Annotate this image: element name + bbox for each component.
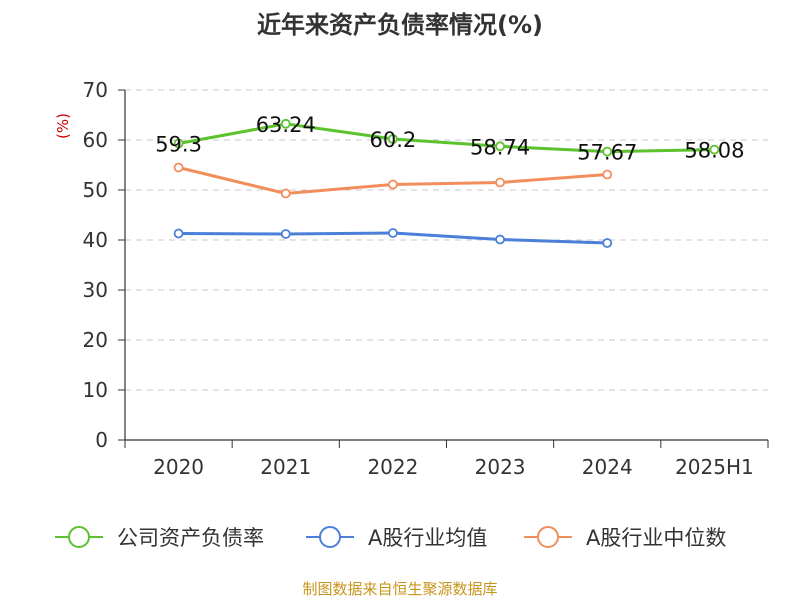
y-axis-unit-label: (%) [54, 113, 72, 139]
series-1-point-2024 [602, 238, 613, 248]
series-0-point-2025H1 [709, 144, 720, 155]
series-0-point-2020 [173, 138, 184, 149]
legend-label-1: A股行业均值 [368, 526, 487, 550]
grid-lines [125, 89, 768, 391]
series-0-point-2021 [280, 118, 291, 129]
data-label-2023: 58.74 [470, 135, 530, 159]
series-0-point-2023 [495, 141, 505, 152]
x-tick-label-2025H1: 2025H1 [675, 455, 754, 479]
legend-label-0: 公司资产负债率 [117, 526, 264, 550]
series-0-point-2022 [388, 134, 398, 144]
series-0-point-2024 [602, 146, 613, 157]
series-line-0 [178, 122, 715, 154]
series-2-point-2022 [388, 179, 398, 190]
data-labels: 59.3 63.24 60.2 58.74 57.67 58.08 [155, 113, 744, 165]
data-label-2022: 60.2 [370, 128, 417, 152]
series-1-point-2020 [173, 228, 184, 239]
chart-title: 近年来资产负债率情况(%) [257, 11, 543, 39]
series-group [173, 118, 720, 248]
series-1-point-2023 [495, 234, 505, 245]
x-tick-label-2020: 2020 [153, 455, 204, 479]
series-1-point-2021 [280, 229, 291, 239]
y-tick-label-50: 50 [83, 178, 108, 202]
series-2-point-2020 [173, 162, 184, 173]
data-label-2025H1: 58.08 [684, 139, 744, 163]
data-label-2024: 57.67 [577, 141, 637, 165]
x-tick-label-2022: 2022 [367, 455, 418, 479]
series-1-point-2022 [388, 228, 398, 238]
legend-marker-1 [319, 526, 341, 548]
y-tick-label-70: 70 [83, 78, 108, 102]
y-tick-label-0: 0 [95, 428, 108, 452]
series-2-point-2024 [602, 169, 613, 180]
x-tick-label-2024: 2024 [582, 455, 633, 479]
series-2-point-2021 [280, 188, 291, 199]
data-label-2021: 63.24 [256, 113, 316, 137]
y-tick-label-60: 60 [83, 128, 108, 152]
y-tick-label-30: 30 [83, 278, 108, 302]
x-tick-label-2023: 2023 [475, 455, 526, 479]
source-note: 制图数据来自恒生聚源数据库 [302, 580, 497, 598]
legend-label-2: A股行业中位数 [586, 526, 726, 550]
legend[interactable]: 公司资产负债率 A股行业均值 A股行业中位数 [55, 526, 726, 550]
y-tick-label-10: 10 [83, 378, 108, 402]
legend-marker-2 [537, 526, 559, 548]
axes: 0 10 20 30 40 50 60 70 2020 2021 2022 2023 2024 2025H… [83, 78, 769, 479]
series-2-point-2023 [495, 177, 505, 188]
x-tick-label-2021: 2021 [260, 455, 311, 479]
data-label-2020: 59.3 [155, 133, 202, 157]
y-tick-label-40: 40 [83, 228, 108, 252]
legend-item-0[interactable]: 公司资产负债率 [55, 526, 264, 550]
y-tick-label-20: 20 [83, 328, 108, 352]
legend-marker-0 [68, 526, 90, 548]
legend-item-1[interactable]: A股行业均值 [306, 526, 487, 550]
legend-item-2[interactable]: A股行业中位数 [524, 526, 726, 550]
